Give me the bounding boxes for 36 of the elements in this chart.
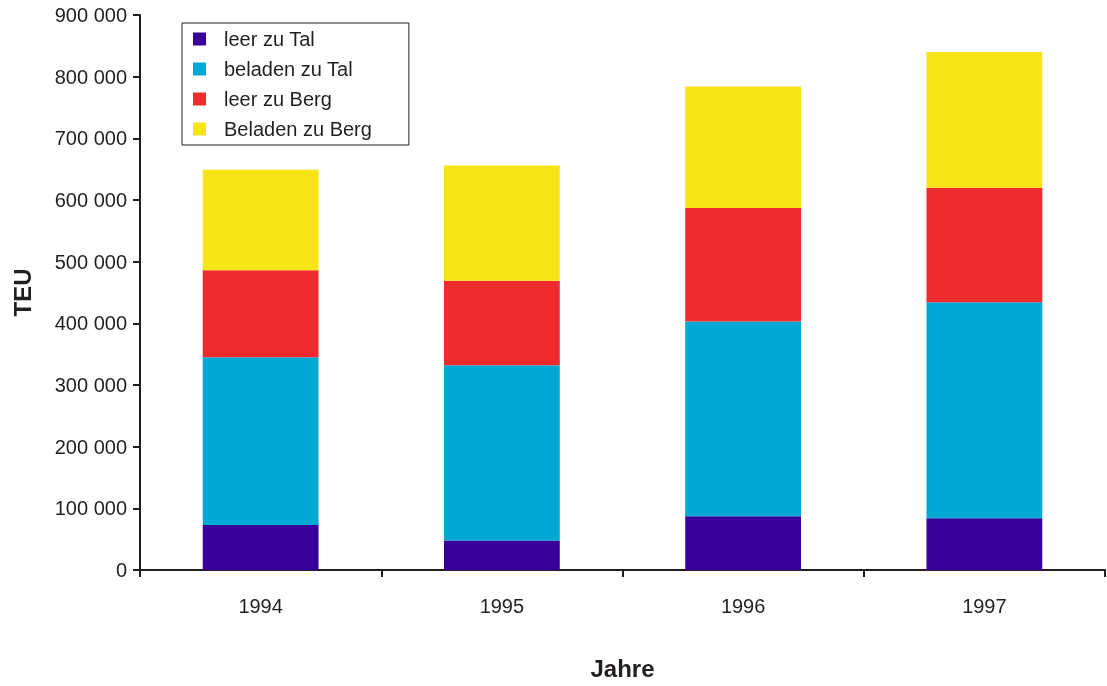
legend-label: Beladen zu Berg — [224, 118, 372, 140]
bar — [685, 208, 802, 322]
bar — [926, 518, 1043, 570]
x-tick-label: 1994 — [238, 595, 283, 617]
y-tick-label: 100 000 — [54, 497, 127, 520]
y-tick-label: 800 000 — [54, 65, 127, 88]
bar — [926, 302, 1043, 519]
y-tick-label: 200 000 — [54, 435, 127, 458]
x-axis-title: Jahre — [590, 654, 655, 682]
legend-label: beladen zu Tal — [224, 58, 353, 80]
bar — [685, 86, 802, 209]
y-tick-label: 300 000 — [54, 374, 127, 396]
y-axis-title: TEU — [8, 268, 36, 317]
bar — [685, 516, 802, 570]
bar — [443, 540, 560, 570]
legend-label: leer zu Tal — [224, 28, 315, 50]
bar — [202, 524, 319, 570]
bar — [443, 280, 560, 366]
x-tick-label: 1996 — [720, 595, 766, 617]
bar — [685, 321, 802, 517]
y-tick-label: 0 — [115, 559, 127, 581]
bar — [926, 52, 1043, 188]
y-tick-label: 600 000 — [54, 189, 127, 211]
y-tick-label: 700 000 — [54, 127, 127, 150]
bar — [202, 169, 319, 271]
legend-label: leer zu Berg — [224, 88, 332, 110]
y-tick-label: 900 000 — [54, 4, 127, 26]
y-tick-label: 400 000 — [54, 312, 127, 335]
bar — [926, 187, 1043, 303]
x-tick-label: 1995 — [479, 595, 525, 617]
x-tick-label: 1997 — [962, 595, 1007, 617]
bar — [202, 357, 319, 525]
bar — [443, 165, 560, 281]
bar — [443, 365, 560, 541]
bar — [202, 270, 319, 358]
y-tick-label: 500 000 — [54, 250, 127, 273]
